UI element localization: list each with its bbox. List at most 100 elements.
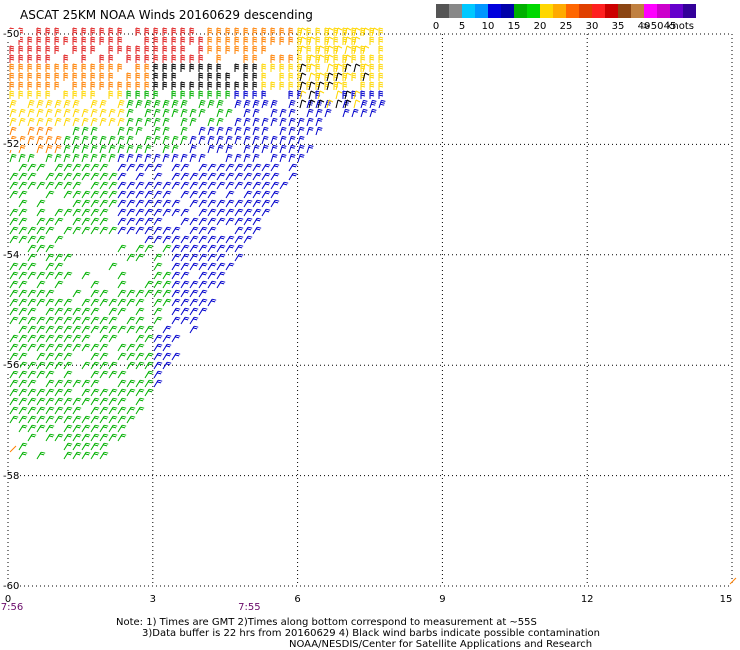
wind-barb <box>234 45 240 54</box>
wind-barb <box>180 280 190 289</box>
wind-barb <box>99 199 109 208</box>
wind-barb <box>308 81 316 91</box>
wind-barb <box>126 181 136 190</box>
wind-barb <box>27 126 35 136</box>
wind-barb <box>252 126 260 136</box>
wind-barb <box>198 108 206 118</box>
wind-barb <box>63 181 73 190</box>
wind-barb <box>207 144 215 154</box>
wind-barb <box>45 370 55 379</box>
wind-barb <box>9 72 15 81</box>
wind-barb <box>45 307 55 316</box>
wind-barb <box>63 451 73 460</box>
wind-barb <box>243 45 249 54</box>
wind-barb <box>243 208 253 217</box>
wind-barb <box>36 217 46 226</box>
wind-barb <box>261 99 269 109</box>
wind-barb <box>135 163 145 172</box>
legend-swatch <box>683 4 696 18</box>
wind-barb <box>54 27 60 36</box>
wind-barb <box>54 217 64 226</box>
legend-label: 15 <box>507 21 521 32</box>
wind-barb <box>198 190 208 199</box>
wind-barb <box>225 81 231 90</box>
wind-barb <box>162 334 172 343</box>
wind-barb <box>252 144 260 154</box>
wind-barb <box>63 406 73 415</box>
wind-barb <box>27 172 37 181</box>
wind-barb <box>261 199 271 208</box>
wind-barb <box>162 271 172 280</box>
wind-barb <box>180 99 188 109</box>
wind-barb <box>117 298 127 307</box>
wind-barb <box>315 36 321 45</box>
wind-barb <box>189 298 199 307</box>
wind-barb <box>18 397 28 406</box>
wind-barb <box>36 81 42 90</box>
wind-barb <box>99 135 107 145</box>
wind-barb <box>45 424 55 433</box>
wind-barb <box>288 153 296 163</box>
wind-barb <box>81 27 87 36</box>
wind-barb <box>9 343 19 352</box>
wind-barb <box>180 307 190 316</box>
wind-barb <box>171 36 177 45</box>
wind-barb <box>135 289 145 298</box>
wind-barb <box>162 181 172 190</box>
wind-barb <box>180 63 186 72</box>
wind-barb <box>180 271 190 280</box>
wind-barb <box>270 108 278 118</box>
note-line-2: 3)Data buffer is 22 hrs from 20160629 4)… <box>142 628 600 639</box>
wind-barb <box>72 442 82 451</box>
wind-barb <box>135 352 145 361</box>
wind-barb <box>45 181 55 190</box>
wind-barb <box>27 226 37 235</box>
wind-barb <box>135 244 145 253</box>
wind-barb <box>216 208 226 217</box>
wind-barb <box>18 63 24 72</box>
wind-barb <box>63 442 73 451</box>
wind-barb <box>180 316 190 325</box>
wind-barb <box>198 45 204 54</box>
wind-barb <box>299 63 307 73</box>
wind-barb <box>333 54 339 63</box>
wind-barb <box>99 153 107 163</box>
wind-barb <box>243 199 253 208</box>
wind-barb <box>315 63 321 72</box>
wind-barb <box>27 235 37 244</box>
wind-barb <box>135 217 145 226</box>
wind-barb <box>126 90 132 99</box>
wind-barb <box>153 370 163 379</box>
wind-barb <box>216 81 222 90</box>
wind-barb <box>45 361 55 370</box>
wind-barb <box>243 126 251 136</box>
wind-barb <box>72 199 82 208</box>
wind-barb <box>54 81 60 90</box>
wind-barb <box>45 226 55 235</box>
wind-barb <box>198 307 208 316</box>
wind-barb <box>81 217 91 226</box>
wind-barb <box>81 126 89 136</box>
wind-barb <box>243 190 253 199</box>
wind-barb <box>315 108 323 118</box>
wind-barb <box>207 298 217 307</box>
wind-barb <box>153 190 163 199</box>
wind-barb <box>135 172 145 181</box>
wind-barb <box>45 27 51 36</box>
wind-barb <box>180 244 190 253</box>
wind-barb <box>72 144 80 154</box>
wind-barb <box>252 54 258 63</box>
wind-barb <box>144 226 154 235</box>
wind-barb <box>72 316 82 325</box>
wind-barb <box>144 352 154 361</box>
wind-barb <box>234 199 244 208</box>
wind-barb <box>315 27 321 36</box>
wind-barb <box>270 63 276 72</box>
wind-barb <box>153 352 163 361</box>
wind-barb <box>270 163 280 172</box>
wind-barb <box>117 244 127 253</box>
wind-barb <box>225 36 231 45</box>
wind-barb <box>9 289 19 298</box>
wind-barb <box>63 90 69 99</box>
longitude-label: 9 <box>439 594 446 605</box>
